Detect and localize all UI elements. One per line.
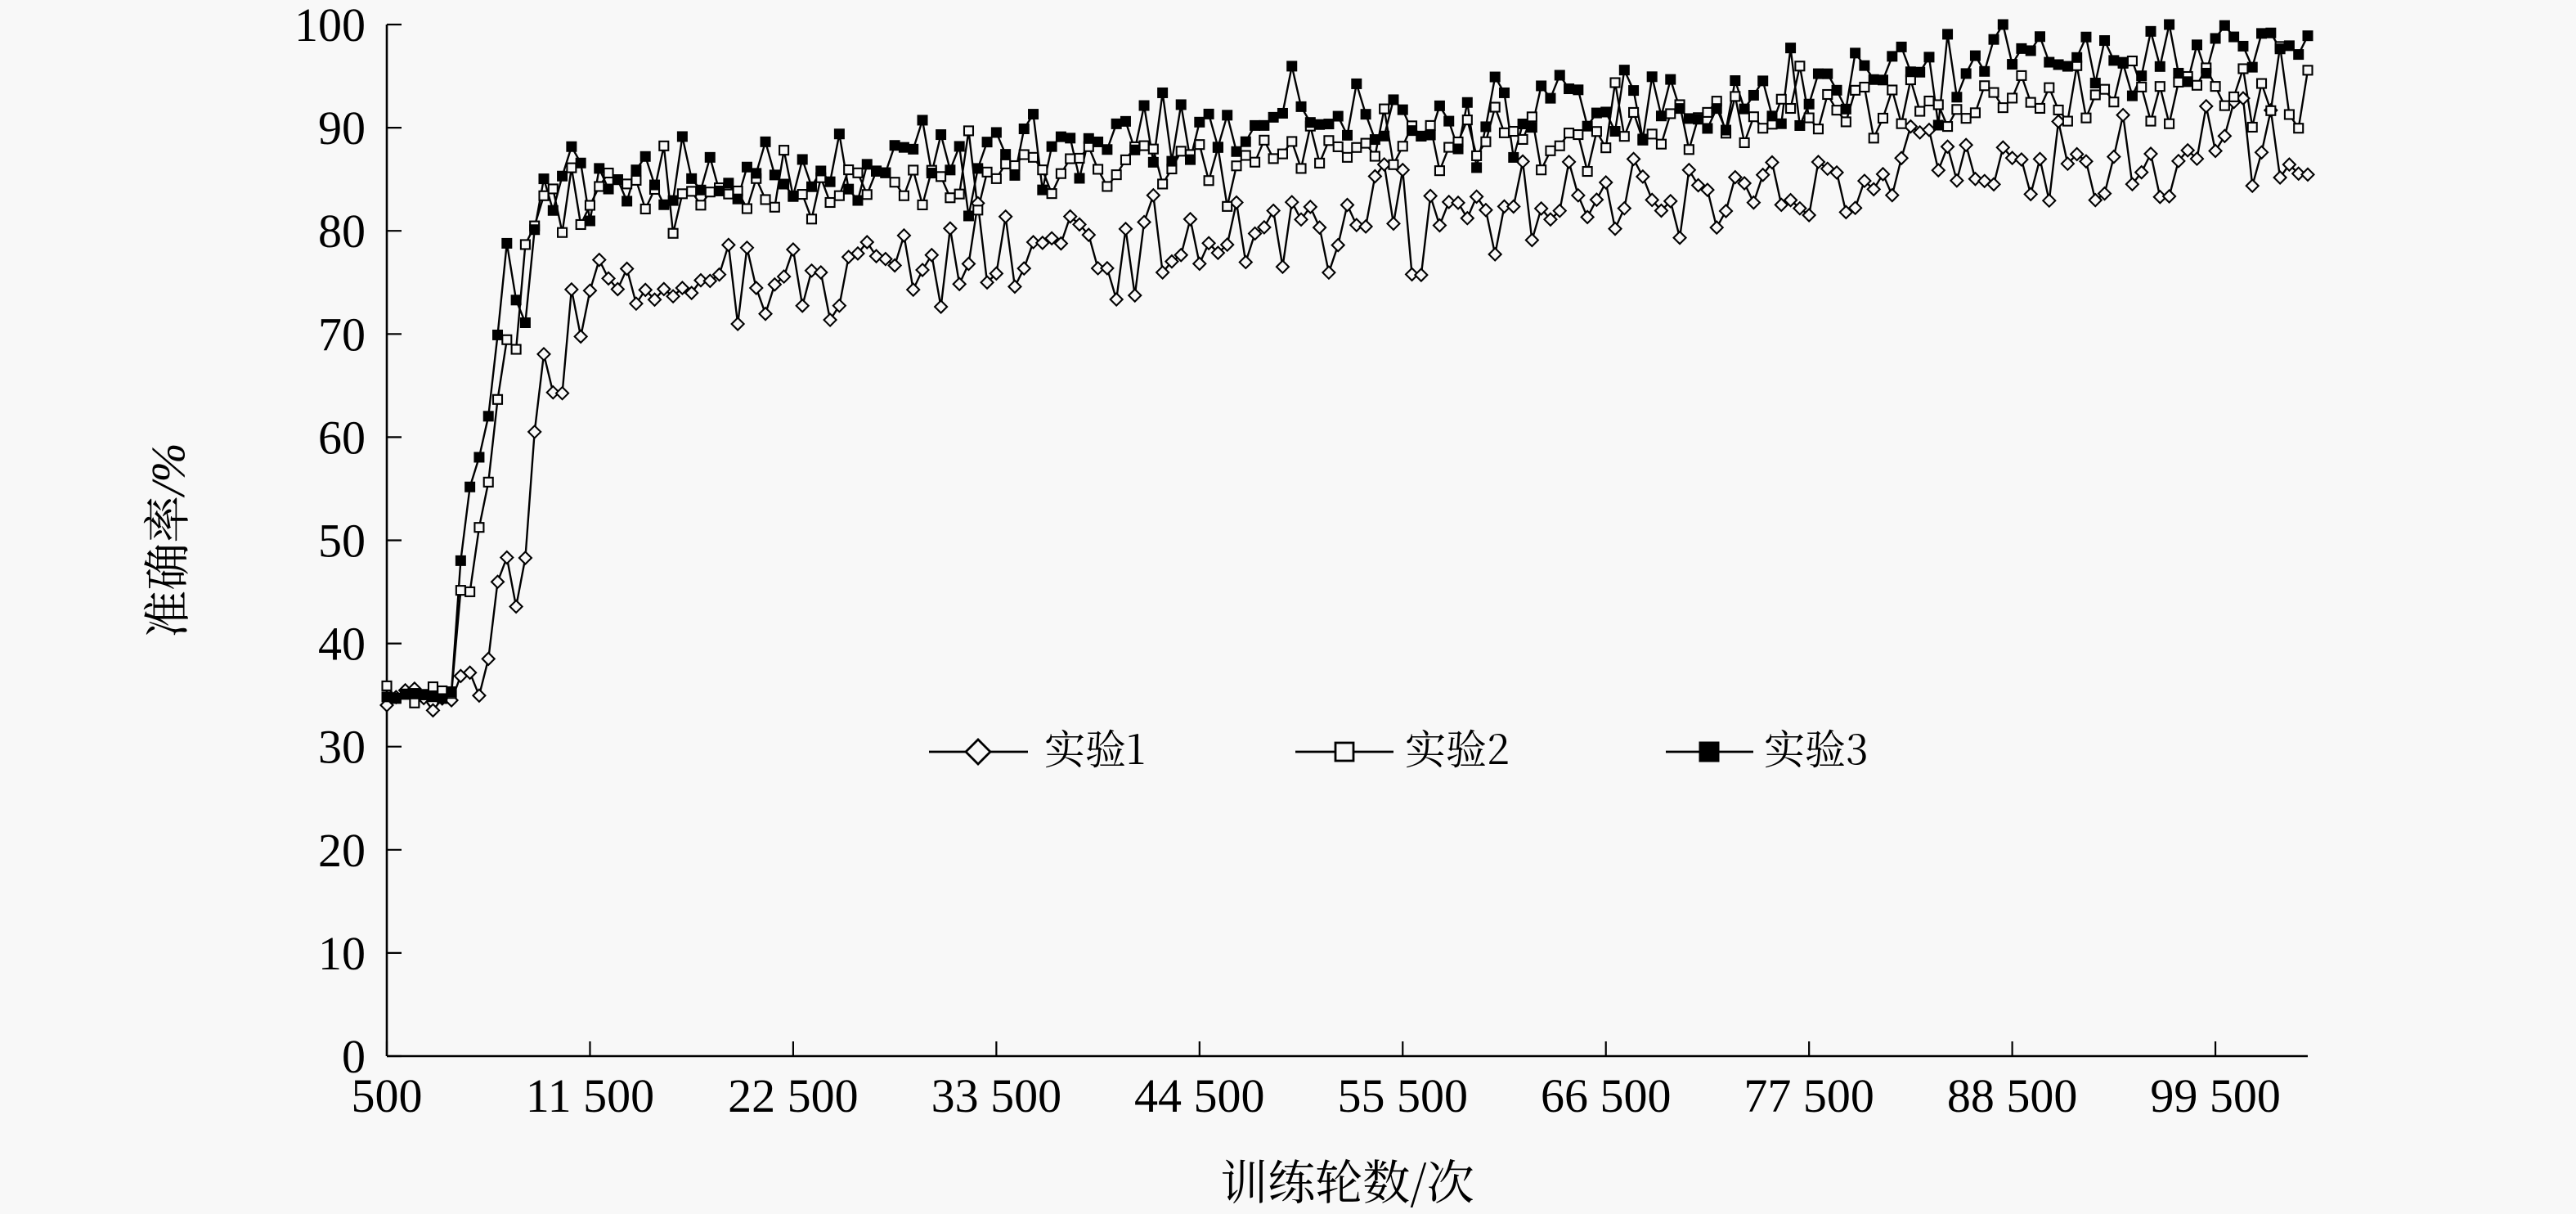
svg-text:77 500: 77 500 bbox=[1744, 1069, 1874, 1122]
svg-text:60: 60 bbox=[318, 411, 366, 464]
svg-text:训练轮数/次: 训练轮数/次 bbox=[1220, 1144, 1474, 1213]
svg-text:99 500: 99 500 bbox=[2150, 1069, 2281, 1122]
svg-text:实验3: 实验3 bbox=[1764, 717, 1869, 776]
svg-text:44 500: 44 500 bbox=[1134, 1069, 1265, 1122]
svg-text:500: 500 bbox=[352, 1069, 423, 1122]
svg-text:40: 40 bbox=[318, 618, 366, 671]
svg-text:实验2: 实验2 bbox=[1405, 717, 1510, 776]
svg-text:11 500: 11 500 bbox=[526, 1069, 654, 1122]
svg-text:实验1: 实验1 bbox=[1044, 717, 1146, 776]
svg-text:22 500: 22 500 bbox=[728, 1069, 859, 1122]
svg-text:10: 10 bbox=[318, 927, 366, 980]
svg-text:66 500: 66 500 bbox=[1541, 1069, 1672, 1122]
svg-text:88 500: 88 500 bbox=[1947, 1069, 2078, 1122]
svg-text:90: 90 bbox=[318, 101, 366, 155]
svg-text:70: 70 bbox=[318, 308, 366, 361]
svg-text:80: 80 bbox=[318, 205, 366, 258]
svg-text:30: 30 bbox=[318, 721, 366, 774]
svg-text:20: 20 bbox=[318, 824, 366, 877]
svg-text:50: 50 bbox=[318, 515, 366, 568]
svg-text:100: 100 bbox=[294, 0, 366, 52]
svg-text:55 500: 55 500 bbox=[1338, 1069, 1469, 1122]
svg-text:33 500: 33 500 bbox=[931, 1069, 1062, 1122]
